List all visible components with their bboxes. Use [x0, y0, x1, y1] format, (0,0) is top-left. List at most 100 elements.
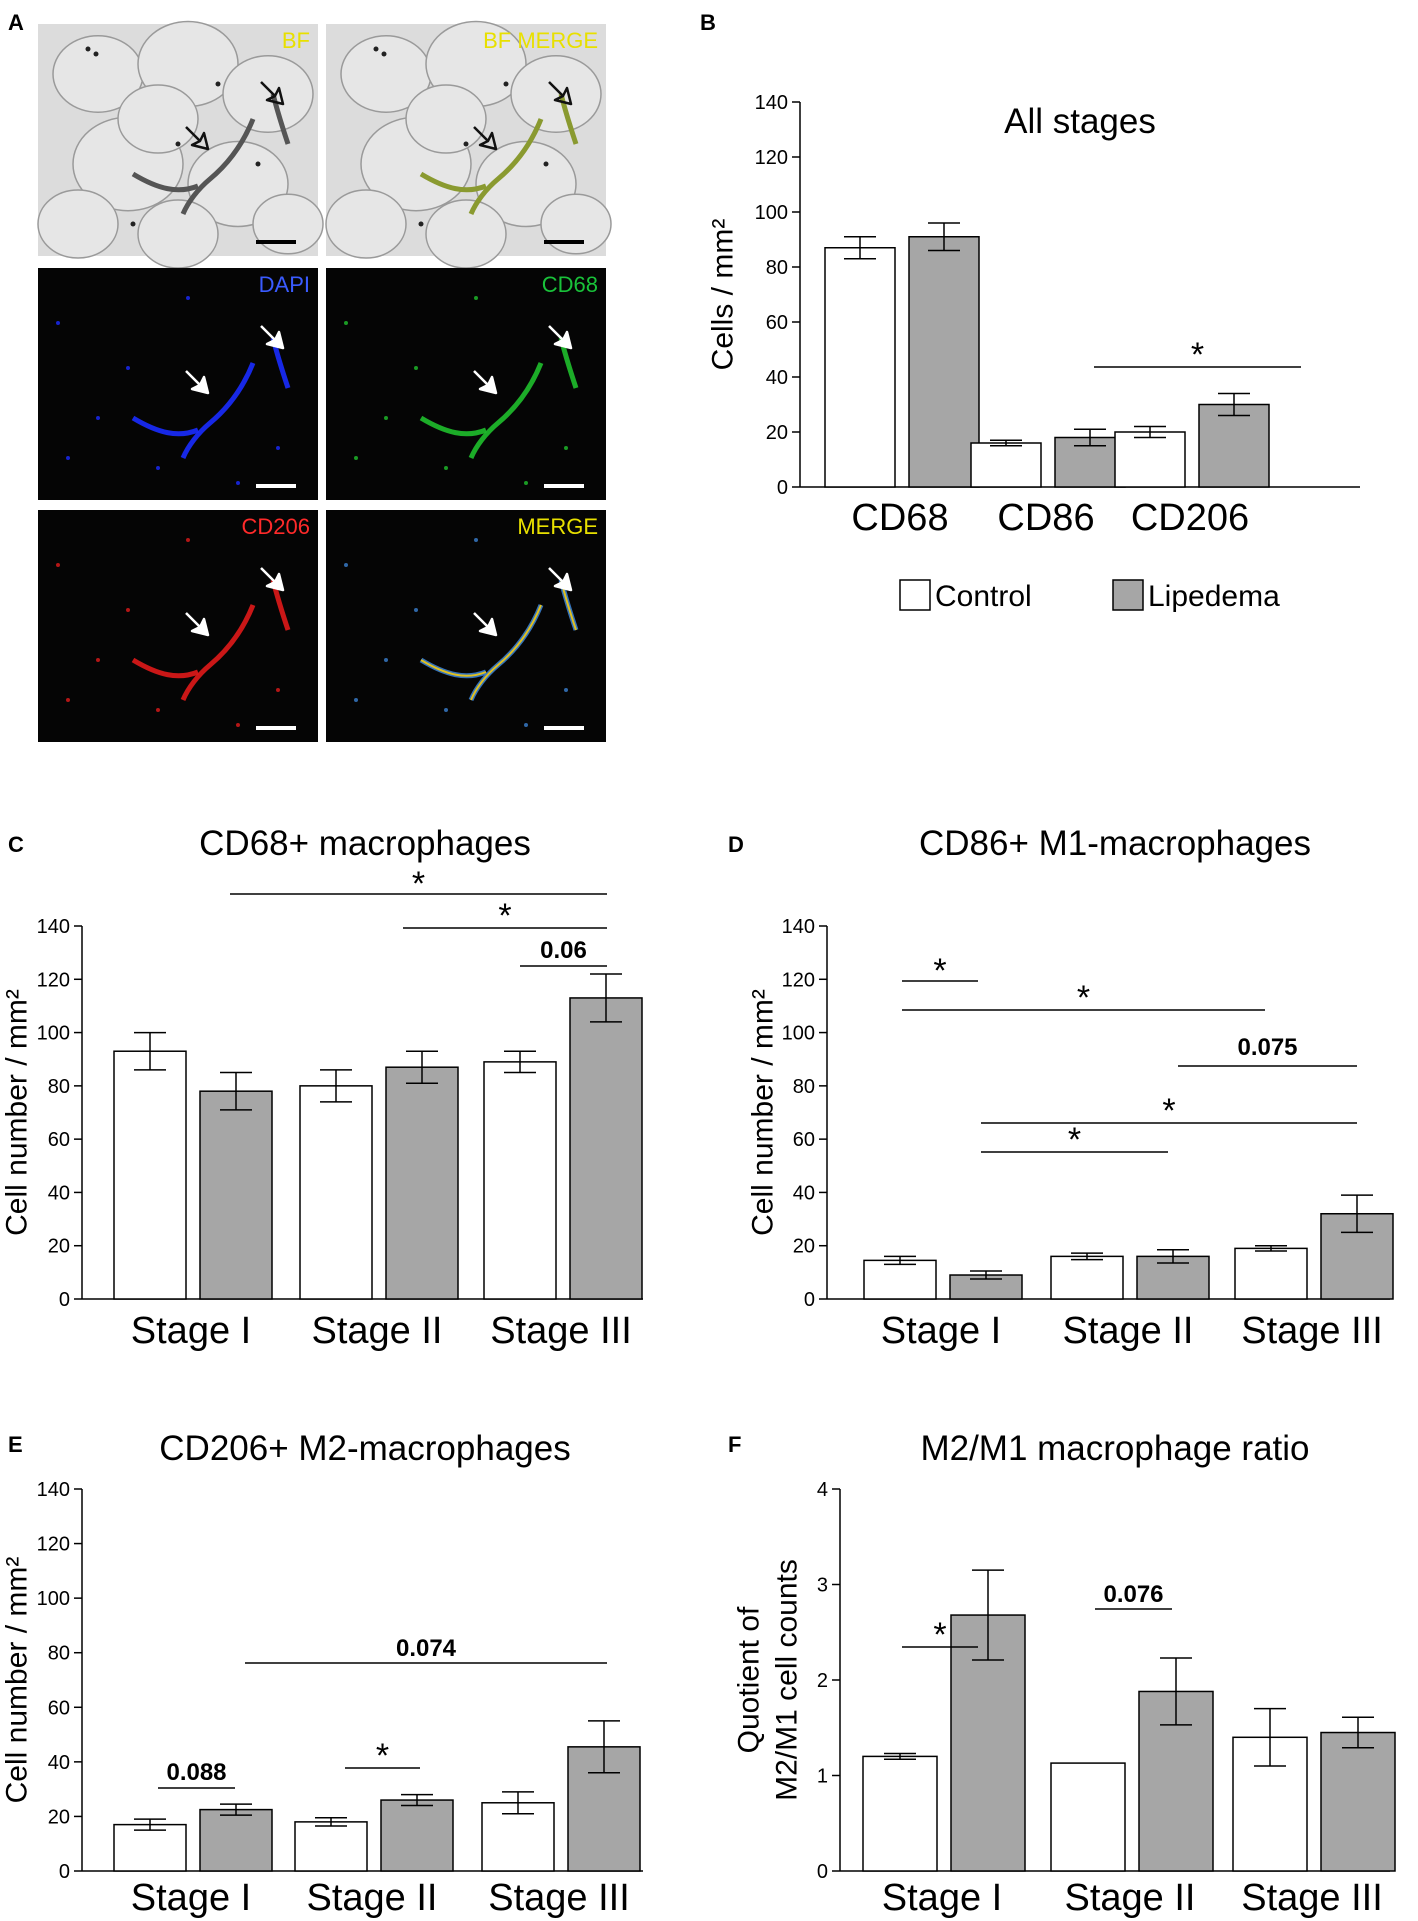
chart-title: CD206+ M2-macrophages: [159, 1429, 570, 1468]
error-bar: [315, 1817, 347, 1827]
error-bar: [406, 1050, 438, 1084]
arrow-icon: [473, 612, 498, 637]
error-bar: [320, 1069, 352, 1103]
chart-title: CD86+ M1-macrophages: [919, 824, 1311, 863]
error-bar: [502, 1791, 534, 1815]
bar-lipedema: [569, 997, 643, 1300]
significance-star: *: [933, 1616, 946, 1654]
micrograph-label: CD206: [242, 514, 310, 539]
y-axis-label: Cell number / mm²: [1, 1557, 34, 1804]
y-tick-label: 0: [59, 1289, 70, 1311]
error-bar: [1341, 1194, 1373, 1234]
legend-swatch-lipedema: [1112, 579, 1144, 611]
significance-star: *: [412, 865, 425, 903]
error-bar: [990, 439, 1022, 447]
y-tick-label: 60: [48, 1697, 70, 1719]
bar-lipedema: [1320, 1731, 1396, 1872]
bar-control: [481, 1802, 555, 1872]
error-bar: [134, 1031, 166, 1071]
significance-star: *: [498, 897, 511, 935]
x-tick-label: CD206: [1131, 497, 1249, 539]
x-tick-label: Stage III: [1241, 1877, 1383, 1919]
x-tick-label: Stage II: [1065, 1877, 1196, 1919]
error-bar: [401, 1793, 433, 1807]
error-bar: [504, 1050, 536, 1074]
significance-star: *: [933, 952, 946, 990]
x-tick-label: Stage II: [1063, 1310, 1194, 1352]
y-tick-label: 120: [37, 969, 70, 991]
micrograph-bf: BF: [37, 20, 324, 269]
arrow-icon: [548, 325, 573, 350]
y-tick-label: 20: [766, 422, 788, 444]
arrow-icon: [473, 370, 498, 395]
x-tick-label: Stage I: [131, 1877, 251, 1919]
chart-title: M2/M1 macrophage ratio: [920, 1429, 1309, 1468]
error-bar: [1254, 1707, 1286, 1767]
y-tick-label: 0: [59, 1861, 70, 1883]
y-tick-label: 40: [793, 1182, 815, 1204]
arrow-icon: [185, 370, 210, 395]
y-tick-label: 100: [755, 202, 788, 224]
micrograph-cd206: CD206: [38, 510, 318, 742]
error-bar: [134, 1818, 166, 1831]
significance-star: *: [1162, 1092, 1175, 1130]
arrow-icon: [548, 81, 573, 106]
micrograph-cd68: CD68: [326, 268, 606, 500]
y-tick-label: 140: [37, 1479, 70, 1501]
y-tick-label: 60: [793, 1129, 815, 1151]
bar-control: [294, 1821, 368, 1872]
y-axis-label: Quotient of: [733, 1606, 766, 1753]
error-bar: [884, 1255, 916, 1266]
x-tick-label: CD86: [997, 497, 1094, 539]
y-tick-label: 100: [782, 1023, 815, 1045]
x-tick-label: Stage III: [1241, 1310, 1383, 1352]
bar-control: [113, 1050, 187, 1300]
error-bar: [1071, 1252, 1103, 1261]
error-bar: [970, 1270, 1002, 1280]
x-tick-label: CD68: [851, 497, 948, 539]
bar-control: [863, 1259, 937, 1300]
p-value-label: 0.06: [540, 937, 587, 964]
error-bar: [1074, 428, 1106, 447]
y-tick-label: 120: [37, 1534, 70, 1556]
significance-star: *: [1068, 1121, 1081, 1159]
y-axis-label: Cell number / mm²: [747, 989, 780, 1236]
bar-lipedema: [908, 236, 980, 488]
chart-f: 0 1 2 3 4 M2/M1 macrophage ratio Quotient of M2…: [733, 1429, 1396, 1919]
significance-star: *: [1077, 979, 1090, 1017]
error-bar: [220, 1071, 252, 1111]
error-bar: [972, 1569, 1004, 1661]
p-value-label: 0.088: [166, 1759, 226, 1786]
x-tick-label: Stage I: [881, 1310, 1001, 1352]
error-bar: [220, 1803, 252, 1816]
y-tick-label: 80: [48, 1643, 70, 1665]
y-tick-label: 140: [37, 916, 70, 938]
error-bar: [884, 1752, 916, 1761]
y-tick-label: 140: [755, 92, 788, 114]
bar-lipedema: [199, 1808, 273, 1872]
chart-e: 0 20 40 60 80 100 120 140 CD206+ M2-macrophages C…: [1, 1429, 643, 1919]
y-axis-label: Cell number / mm²: [1, 989, 34, 1236]
x-tick-label: Stage I: [131, 1310, 251, 1352]
x-tick-label: Stage I: [882, 1877, 1002, 1919]
panel-letter-f: F: [728, 1432, 741, 1457]
micrograph-label: DAPI: [259, 272, 310, 297]
y-tick-label: 80: [48, 1076, 70, 1098]
y-tick-label: 20: [48, 1806, 70, 1828]
error-bar: [588, 1720, 620, 1774]
arrow-icon: [260, 325, 285, 350]
chart-title: All stages: [1004, 102, 1156, 141]
bar-control: [1050, 1255, 1124, 1300]
bar-control: [1234, 1247, 1308, 1300]
bar-control: [299, 1085, 373, 1300]
y-tick-label: 4: [817, 1479, 828, 1501]
significance-star: *: [1191, 336, 1204, 374]
arrow-icon: [260, 81, 285, 106]
y-tick-label: 120: [782, 969, 815, 991]
legend-label-control: Control: [935, 580, 1032, 613]
panel-letter-b: B: [700, 10, 716, 35]
y-tick-label: 0: [817, 1861, 828, 1883]
panel-letter-c: C: [8, 832, 24, 857]
y-tick-label: 0: [804, 1289, 815, 1311]
